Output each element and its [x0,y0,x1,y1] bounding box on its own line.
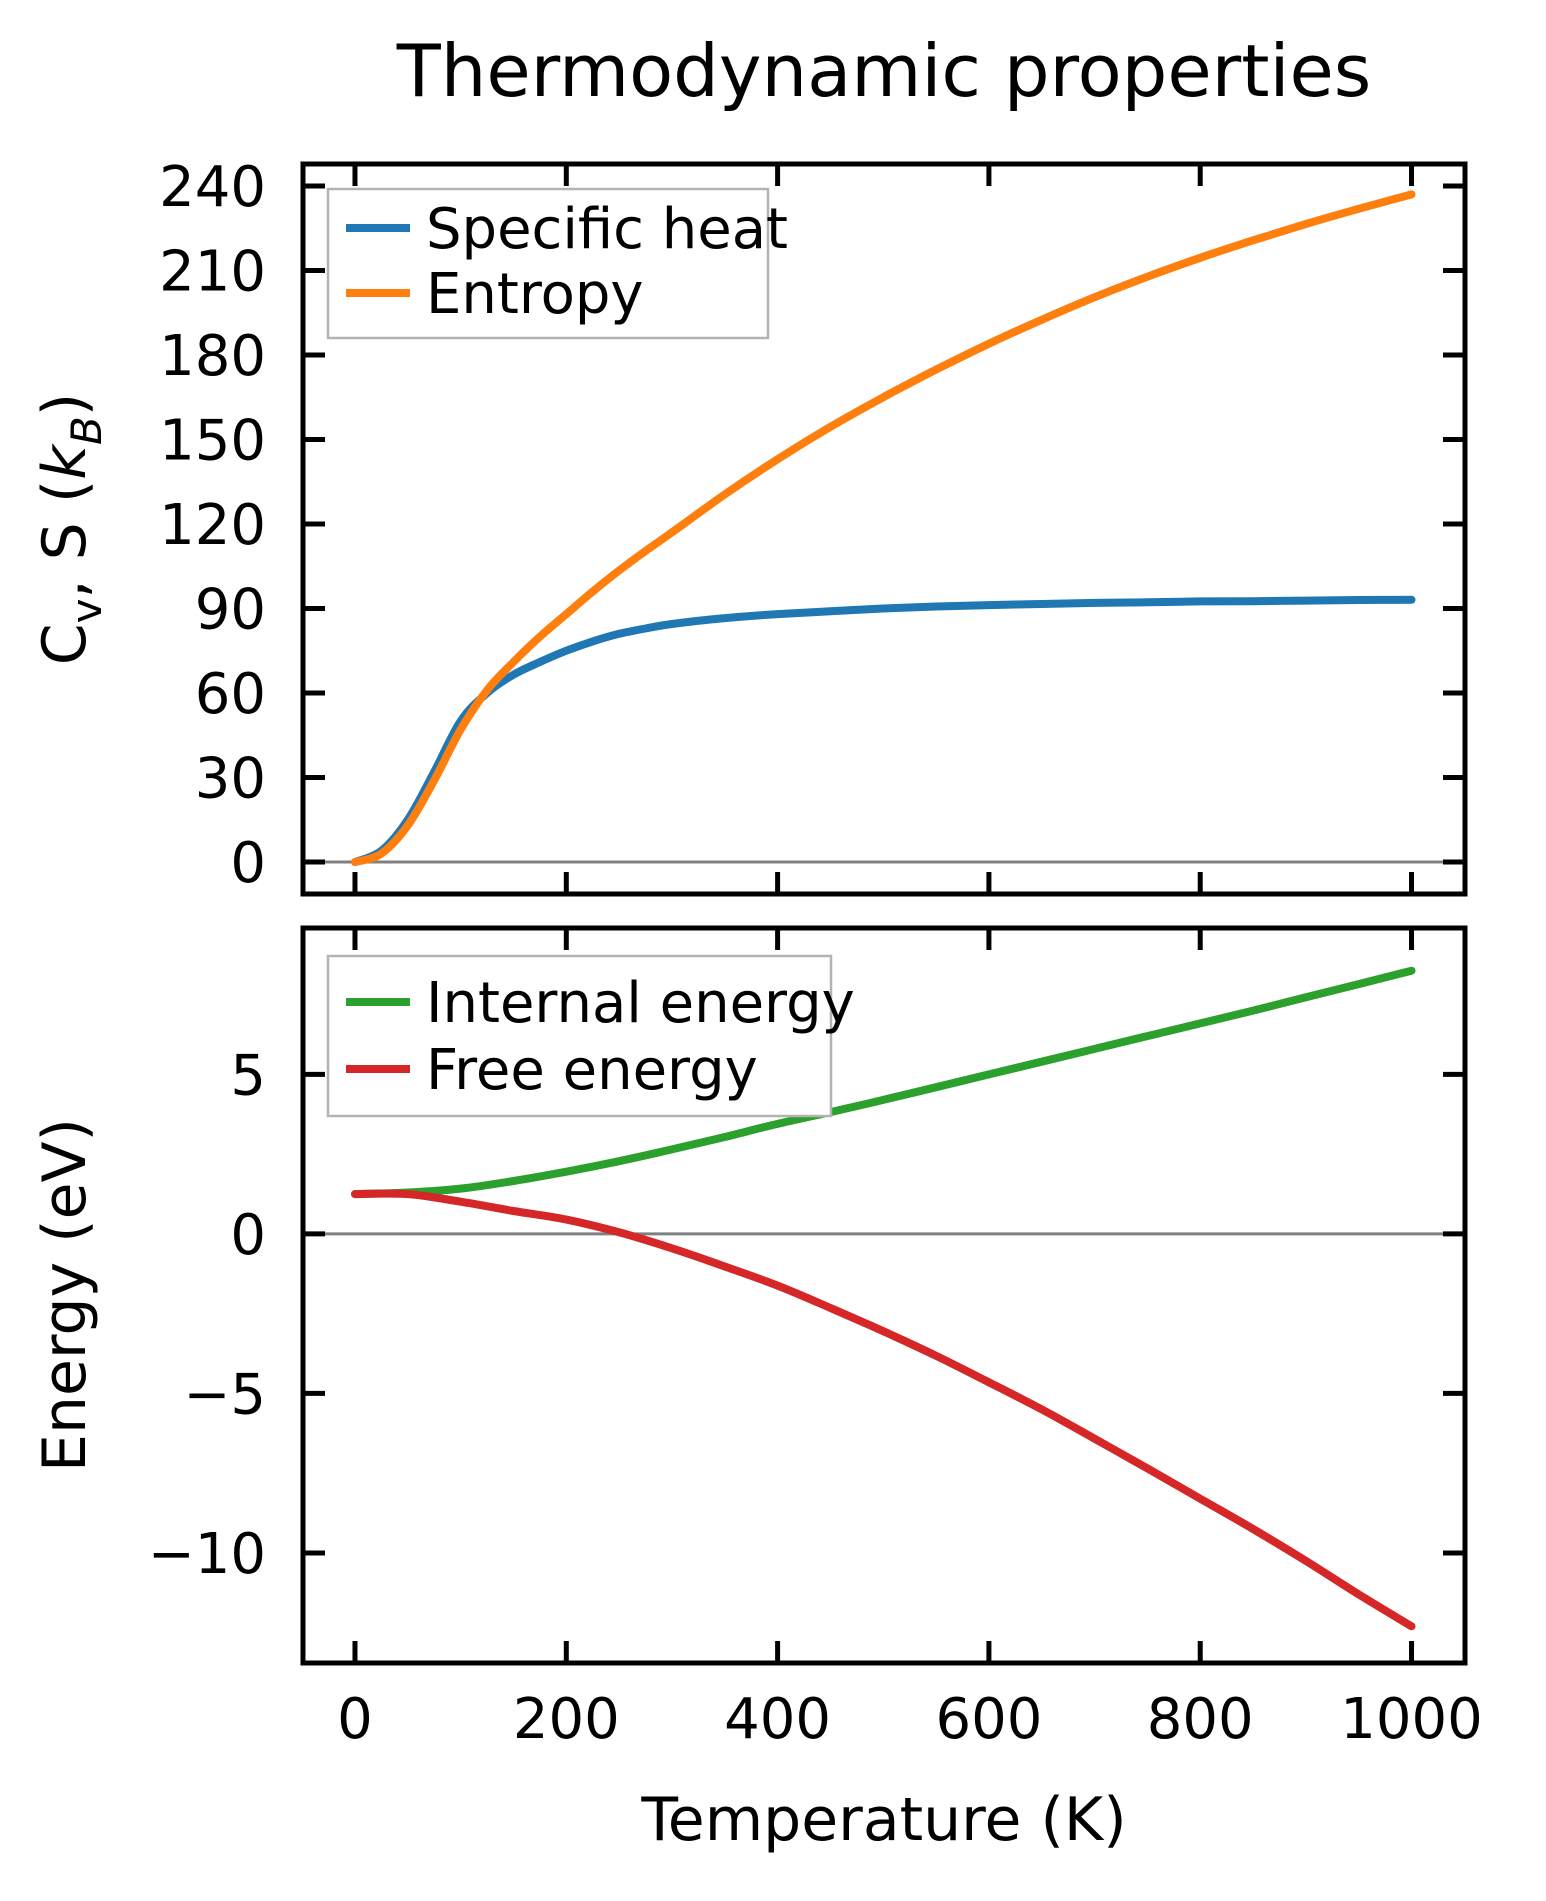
top-y-axis-label: Cv, S (kB) [30,393,111,665]
x-tick-label: 800 [1147,1687,1254,1752]
figure-title: Thermodynamic properties [396,29,1372,113]
x-tick-label: 200 [513,1687,620,1752]
legend-label-entropy: Entropy [426,262,644,327]
y-axis-label-segment: , S ( [30,480,100,599]
x-tick-label: 400 [724,1687,831,1752]
y-axis-label-segment: C [30,623,100,665]
y-tick-label: 30 [195,747,266,812]
y-tick-label: 150 [159,409,266,474]
y-tick-label: 90 [195,578,266,643]
y-tick-label: 240 [159,155,266,220]
legend-box [326,187,770,340]
legend-label-internal-energy: Internal energy [426,971,855,1036]
bottom-plot: 0 200 400 600 800 1000 −10 −5 0 5 Energy (eV) Tempe… [30,925,1483,1855]
x-axis-label: Temperature (K) [640,1785,1126,1855]
y-axis-label-segment: B [62,416,111,445]
y-tick-label: 180 [159,324,266,389]
top-plot-spines [300,161,1468,897]
entropy-curve [351,190,1416,866]
y-tick-label: 120 [159,493,266,558]
y-axis-label-segment: v [62,598,111,623]
legend-label-specific-heat: Specific heat [426,197,788,262]
y-axis-label-segment: ) [30,393,100,416]
legend-label-free-energy: Free energy [426,1038,758,1103]
specific-heat-curve [351,595,1416,866]
x-tick-label: 600 [935,1687,1042,1752]
y-tick-label: 60 [195,662,266,727]
legend-box [326,954,833,1118]
y-tick-label: 210 [159,240,266,305]
x-tick-label: 0 [337,1687,373,1752]
y-tick-label: −5 [183,1363,266,1428]
x-tick-label: 1000 [1340,1687,1483,1752]
internal-energy-curve [351,966,1416,1199]
y-tick-label: −10 [148,1522,266,1587]
y-axis-label-segment: k [30,443,100,480]
y-axis-label-segment: Energy (eV) [30,1118,100,1472]
bottom-y-axis-label: Energy (eV) [30,1118,100,1472]
y-tick-label: 0 [230,831,266,896]
bottom-plot-spines [300,925,1468,1666]
y-tick-label: 5 [230,1044,266,1109]
free-energy-curve [351,1189,1416,1631]
top-plot: 0 30 60 90 120 150 180 210 240 Cv, S (kB) Specific… [30,155,1468,897]
y-tick-label: 0 [230,1203,266,1268]
